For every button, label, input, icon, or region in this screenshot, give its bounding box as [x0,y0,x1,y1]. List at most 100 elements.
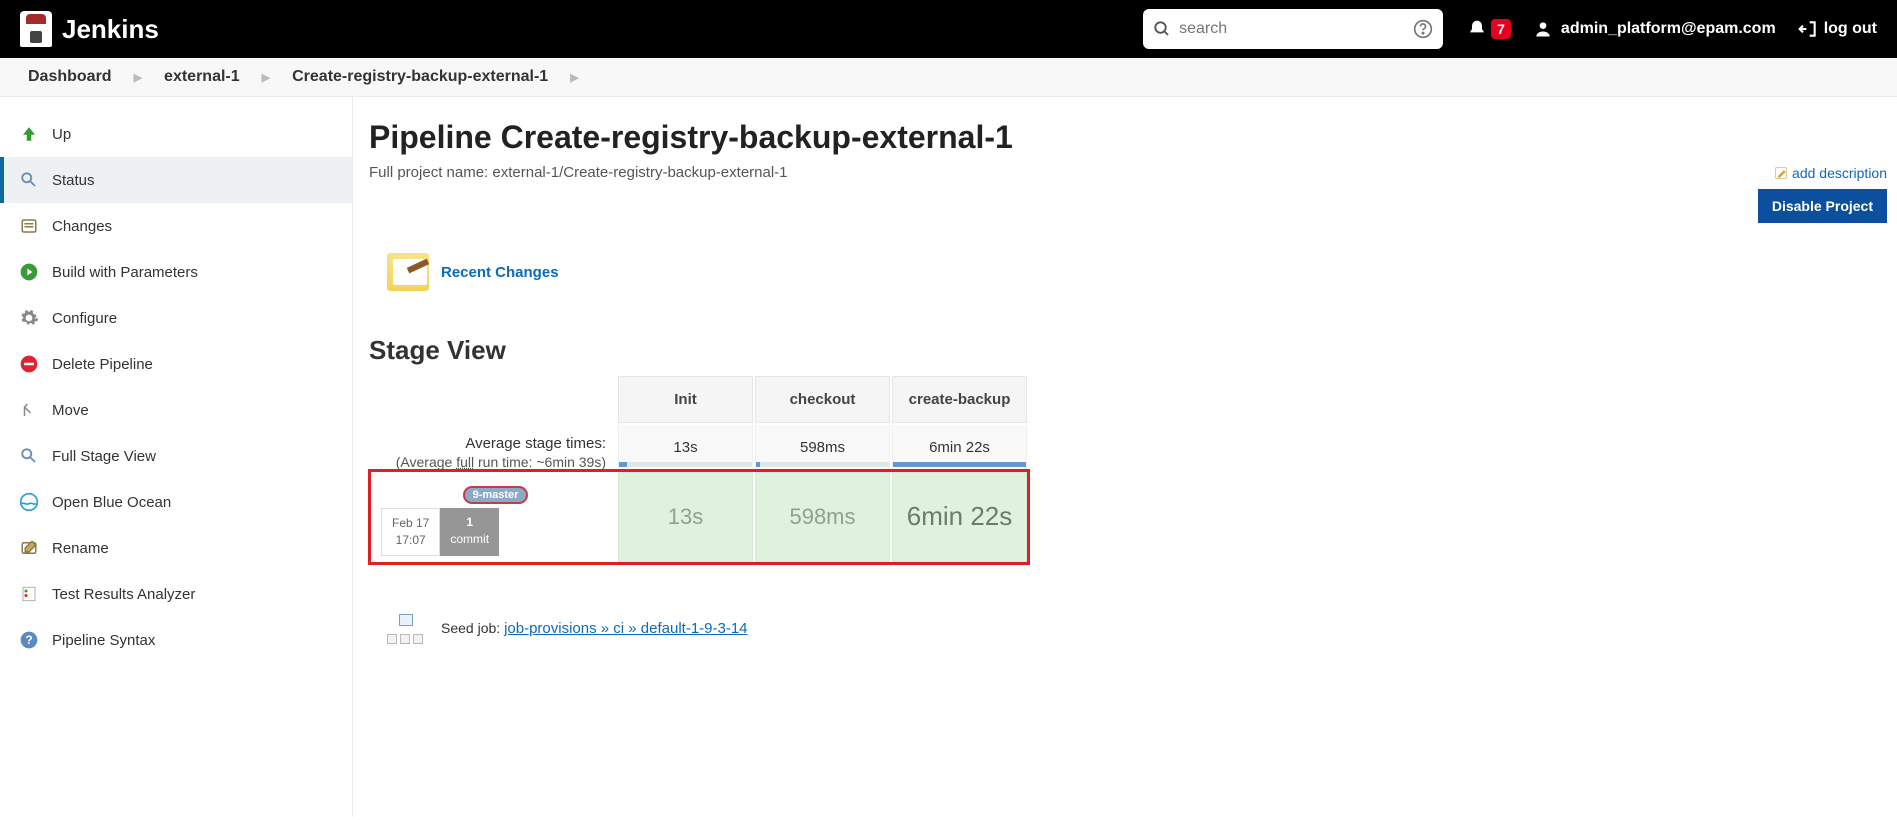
stage-view-heading: Stage View [369,335,1883,366]
average-row: Average stage times: (Average full run t… [371,425,1027,470]
crumb-folder[interactable]: external-1 [164,68,240,86]
magnifier-icon [18,169,40,191]
seed-label: Seed job: [441,620,504,636]
avg-sub-full: full [456,454,474,470]
search-input[interactable] [1179,20,1413,38]
bell-icon [1467,19,1487,39]
sidebar: Up Status Changes Build with Parameters … [0,97,353,817]
build-date: Feb 17 17:07 [381,508,440,556]
seed-job-link[interactable]: job-provisions » ci » default-1-9-3-14 [504,620,747,637]
stage-cell[interactable]: 6min 22s [892,472,1027,562]
sidebar-item-label: Open Blue Ocean [52,494,171,511]
sidebar-item-label: Delete Pipeline [52,356,153,373]
chevron-right-icon: ▶ [262,71,270,84]
stage-header: checkout [755,376,890,423]
crumb-job[interactable]: Create-registry-backup-external-1 [292,68,548,86]
play-circle-icon [18,261,40,283]
build-date-value: Feb 17 [392,516,429,530]
commit-count: 1 [466,515,473,529]
sidebar-item-status[interactable]: Status [0,157,352,203]
sidebar-item-full-stage[interactable]: Full Stage View [0,433,352,479]
avg-cell: 13s [618,425,753,470]
sidebar-item-move[interactable]: Move [0,387,352,433]
rename-icon [18,537,40,559]
sidebar-item-changes[interactable]: Changes [0,203,352,249]
sidebar-item-label: Changes [52,218,112,235]
sidebar-item-delete[interactable]: Delete Pipeline [0,341,352,387]
recent-changes-link[interactable]: Recent Changes [441,264,559,281]
magnifier-icon [18,445,40,467]
gear-icon [18,307,40,329]
sidebar-item-blue-ocean[interactable]: Open Blue Ocean [0,479,352,525]
sidebar-item-pipeline-syntax[interactable]: ? Pipeline Syntax [0,617,352,663]
add-description-label: add description [1792,165,1887,181]
sidebar-item-label: Full Stage View [52,448,156,465]
stage-header-empty [371,376,616,423]
recent-changes[interactable]: Recent Changes [387,253,1883,291]
search-box[interactable] [1143,9,1443,49]
stage-header-row: Init checkout create-backup [371,376,1027,423]
build-commit[interactable]: 1 commit [440,508,499,556]
seed-job: Seed job: job-provisions » ci » default-… [387,614,1883,644]
sidebar-item-up[interactable]: Up [0,111,352,157]
sidebar-item-label: Pipeline Syntax [52,632,155,649]
stage-cell[interactable]: 598ms [755,472,890,562]
notifications[interactable]: 7 [1467,19,1511,39]
build-time-value: 17:07 [396,533,426,547]
test-results-icon [18,583,40,605]
add-description-link[interactable]: add description [1774,165,1887,181]
sidebar-item-label: Configure [52,310,117,327]
build-row[interactable]: 9-master Feb 17 17:07 1 commit 13s 598ms [371,472,1027,562]
user-name: admin_platform@epam.com [1561,20,1776,38]
blue-ocean-icon [18,491,40,513]
logout-icon [1798,19,1818,39]
avg-time: 598ms [800,439,845,456]
sidebar-item-label: Rename [52,540,109,557]
notif-badge: 7 [1491,19,1511,39]
commit-label: commit [450,532,489,546]
logout-link[interactable]: log out [1798,19,1877,39]
average-label-cell: Average stage times: (Average full run t… [371,425,616,470]
help-icon[interactable] [1413,19,1433,39]
avg-bar [893,462,1026,467]
avg-cell: 598ms [755,425,890,470]
delete-icon [18,353,40,375]
avg-time: 6min 22s [929,439,990,456]
disable-project-button[interactable]: Disable Project [1758,189,1887,223]
project-full-name: Full project name: external-1/Create-reg… [369,164,1883,181]
notepad-icon [387,253,429,291]
avg-cell: 6min 22s [892,425,1027,470]
help-circle-icon: ? [18,629,40,651]
crumb-dashboard[interactable]: Dashboard [28,68,112,86]
sidebar-item-label: Up [52,126,71,143]
avg-bar [619,462,752,467]
page-title: Pipeline Create-registry-backup-external… [369,119,1883,156]
average-label: Average stage times: [465,435,606,452]
sidebar-item-rename[interactable]: Rename [0,525,352,571]
stage-header: create-backup [892,376,1027,423]
avg-sub: (Average [396,454,456,470]
user-icon [1533,19,1553,39]
stage-view-table: Init checkout create-backup Average stag… [369,374,1029,564]
hierarchy-icon [387,614,423,644]
sidebar-item-configure[interactable]: Configure [0,295,352,341]
topbar-right: 7 admin_platform@epam.com log out [1467,19,1877,39]
edit-icon [1774,166,1788,180]
jenkins-logo-icon [20,11,52,47]
search-icon [1153,20,1171,38]
stage-cell[interactable]: 13s [618,472,753,562]
avg-time: 13s [673,439,697,456]
build-info-cell: 9-master Feb 17 17:07 1 commit [371,472,616,562]
sidebar-item-build-params[interactable]: Build with Parameters [0,249,352,295]
move-icon [18,399,40,421]
jenkins-logo[interactable]: Jenkins [20,11,159,47]
svg-text:?: ? [25,634,32,647]
sidebar-item-test-results[interactable]: Test Results Analyzer [0,571,352,617]
build-badge[interactable]: 9-master [463,486,529,504]
avg-bar [756,462,889,467]
stage-header: Init [618,376,753,423]
topbar: Jenkins 7 admin_platform@epam.com log ou… [0,0,1897,58]
user-link[interactable]: admin_platform@epam.com [1533,19,1776,39]
up-arrow-icon [18,123,40,145]
chevron-right-icon: ▶ [134,71,142,84]
